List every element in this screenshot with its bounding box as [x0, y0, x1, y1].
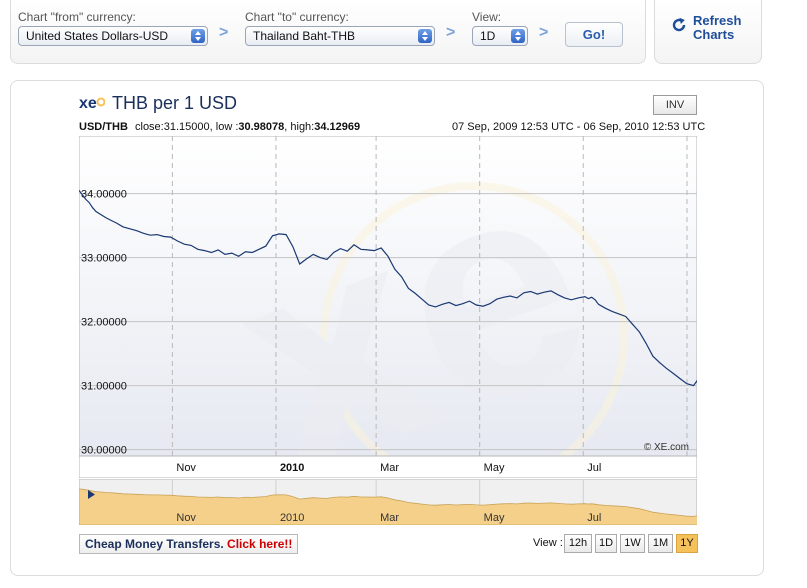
- to-currency-value: Thailand Baht-THB: [253, 29, 356, 43]
- from-currency-label: Chart "from" currency:: [18, 10, 136, 24]
- click-here-link[interactable]: Click here!!: [227, 537, 293, 551]
- navigator-label: 2010: [280, 512, 304, 524]
- y-tick-label: 33.00000: [81, 253, 127, 265]
- footer-view-label: View :: [533, 537, 563, 549]
- view-button-1y[interactable]: 1Y: [676, 534, 698, 553]
- close-label: close:: [135, 121, 164, 133]
- y-tick-label: 32.00000: [81, 317, 127, 329]
- cheap-transfers-text: Cheap Money Transfers.: [85, 537, 228, 551]
- svg-text:xe: xe: [79, 95, 97, 112]
- navigator-label: May: [484, 512, 505, 524]
- date-range: 07 Sep, 2009 12:53 UTC - 06 Sep, 2010 12…: [452, 121, 706, 133]
- currency-pair: USD/THB: [79, 121, 128, 133]
- view-button-1w[interactable]: 1W: [620, 534, 645, 553]
- x-tick-label: Nov: [176, 462, 196, 474]
- view-select[interactable]: 1D: [472, 26, 528, 46]
- navigator[interactable]: Nov 2010 Mar May Jul: [79, 479, 697, 525]
- view-button-1d[interactable]: 1D: [595, 534, 617, 553]
- refresh-icon: [672, 17, 686, 32]
- high-value: 34.12969: [314, 121, 361, 133]
- refresh-label-line1: Refresh: [693, 13, 742, 28]
- chart-stats: close:31.15000, low :30.98078, high:34.1…: [135, 121, 360, 133]
- watermark-credit: © XE.com: [644, 442, 689, 453]
- from-currency-value: United States Dollars-USD: [26, 29, 169, 43]
- y-tick-label: 30.00000: [81, 445, 127, 457]
- refresh-charts-button[interactable]: Refresh Charts: [654, 0, 762, 64]
- chart-title: THB per 1 USD: [112, 93, 238, 113]
- chevron-right-icon: >: [219, 24, 229, 41]
- select-arrows-icon: [191, 29, 205, 43]
- x-tick-label: Mar: [380, 462, 399, 474]
- navigator-label: Jul: [587, 512, 601, 524]
- to-currency-select[interactable]: Thailand Baht-THB: [245, 26, 435, 46]
- navigator-area: [79, 488, 697, 525]
- to-currency-label: Chart "to" currency:: [245, 10, 349, 24]
- view-button-12h[interactable]: 12h: [564, 534, 592, 553]
- low-label: , low :: [209, 121, 239, 133]
- navigator-label: Nov: [176, 512, 196, 524]
- low-value: 30.98078: [238, 121, 285, 133]
- x-axis-strip: [79, 455, 697, 478]
- main-chart[interactable]: xe 30.0000031.0000032.0000033.0000034.00…: [79, 136, 697, 478]
- cheap-money-transfers-button[interactable]: Cheap Money Transfers. Click here!!: [79, 534, 298, 554]
- view-value: 1D: [480, 29, 496, 43]
- chevron-right-icon: >: [446, 24, 456, 41]
- x-tick-label: May: [484, 462, 505, 474]
- plot-area: [79, 136, 697, 457]
- select-arrows-icon: [511, 29, 525, 43]
- chevron-right-icon: >: [539, 24, 549, 41]
- close-value: 31.15000: [163, 121, 210, 133]
- series-line: [79, 190, 697, 387]
- high-label: , high:: [284, 121, 315, 133]
- view-label: View:: [472, 10, 502, 24]
- go-button[interactable]: Go!: [565, 22, 623, 47]
- play-icon[interactable]: [88, 490, 95, 499]
- invert-button[interactable]: INV: [653, 95, 697, 115]
- x-tick-label: 2010: [280, 462, 304, 474]
- x-tick-label: Jul: [587, 462, 601, 474]
- refresh-label-line2: Charts: [693, 27, 735, 42]
- view-button-1m[interactable]: 1M: [648, 534, 673, 553]
- navigator-label: Mar: [380, 512, 399, 524]
- y-tick-label: 34.00000: [81, 189, 127, 201]
- select-arrows-icon: [418, 29, 432, 43]
- from-currency-select[interactable]: United States Dollars-USD: [18, 26, 208, 46]
- y-tick-label: 31.00000: [81, 381, 127, 393]
- xe-logo: xe: [79, 95, 105, 112]
